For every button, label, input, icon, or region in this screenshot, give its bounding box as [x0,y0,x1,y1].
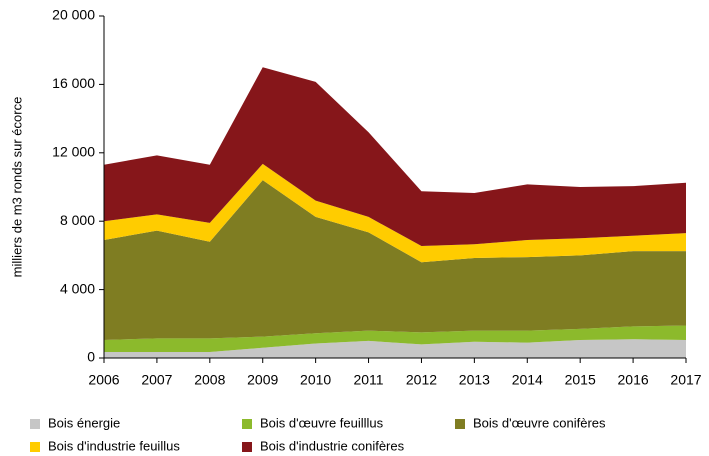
y-tick-label: 4 000 [60,280,95,296]
y-tick-label: 20 000 [52,7,95,23]
x-tick-label: 2009 [247,372,278,388]
legend-swatch [455,419,465,429]
legend-label: Bois énergie [48,415,120,430]
y-axis-label: milliers de m3 ronds sur écorce [9,97,24,278]
x-tick-label: 2016 [618,372,649,388]
area [104,325,686,353]
y-tick-label: 8 000 [60,212,95,228]
legend-label: Bois d'œuvre conifères [473,415,606,430]
x-tick-label: 2014 [512,372,543,388]
x-tick-label: 2011 [353,372,383,388]
x-tick-label: 2006 [88,372,119,388]
area [104,67,686,246]
legend-label: Bois d'industrie feuillus [48,438,180,453]
legend-swatch [242,419,252,429]
area [104,163,686,263]
legend-swatch [30,442,40,452]
x-tick-label: 2010 [300,372,331,388]
x-tick-label: 2012 [406,372,437,388]
x-tick-label: 2017 [670,372,701,388]
area [104,339,686,358]
x-tick-label: 2015 [565,372,596,388]
area [104,180,686,341]
y-tick-label: 0 [87,349,95,365]
x-tick-label: 2007 [141,372,172,388]
y-tick-label: 16 000 [52,75,95,91]
x-tick-label: 2013 [459,372,490,388]
legend-label: Bois d'industrie conifères [260,438,405,453]
y-tick-label: 12 000 [52,144,95,160]
legend-swatch [242,442,252,452]
legend-swatch [30,419,40,429]
x-tick-label: 2008 [194,372,225,388]
legend-label: Bois d'œuvre feuilllus [260,415,384,430]
